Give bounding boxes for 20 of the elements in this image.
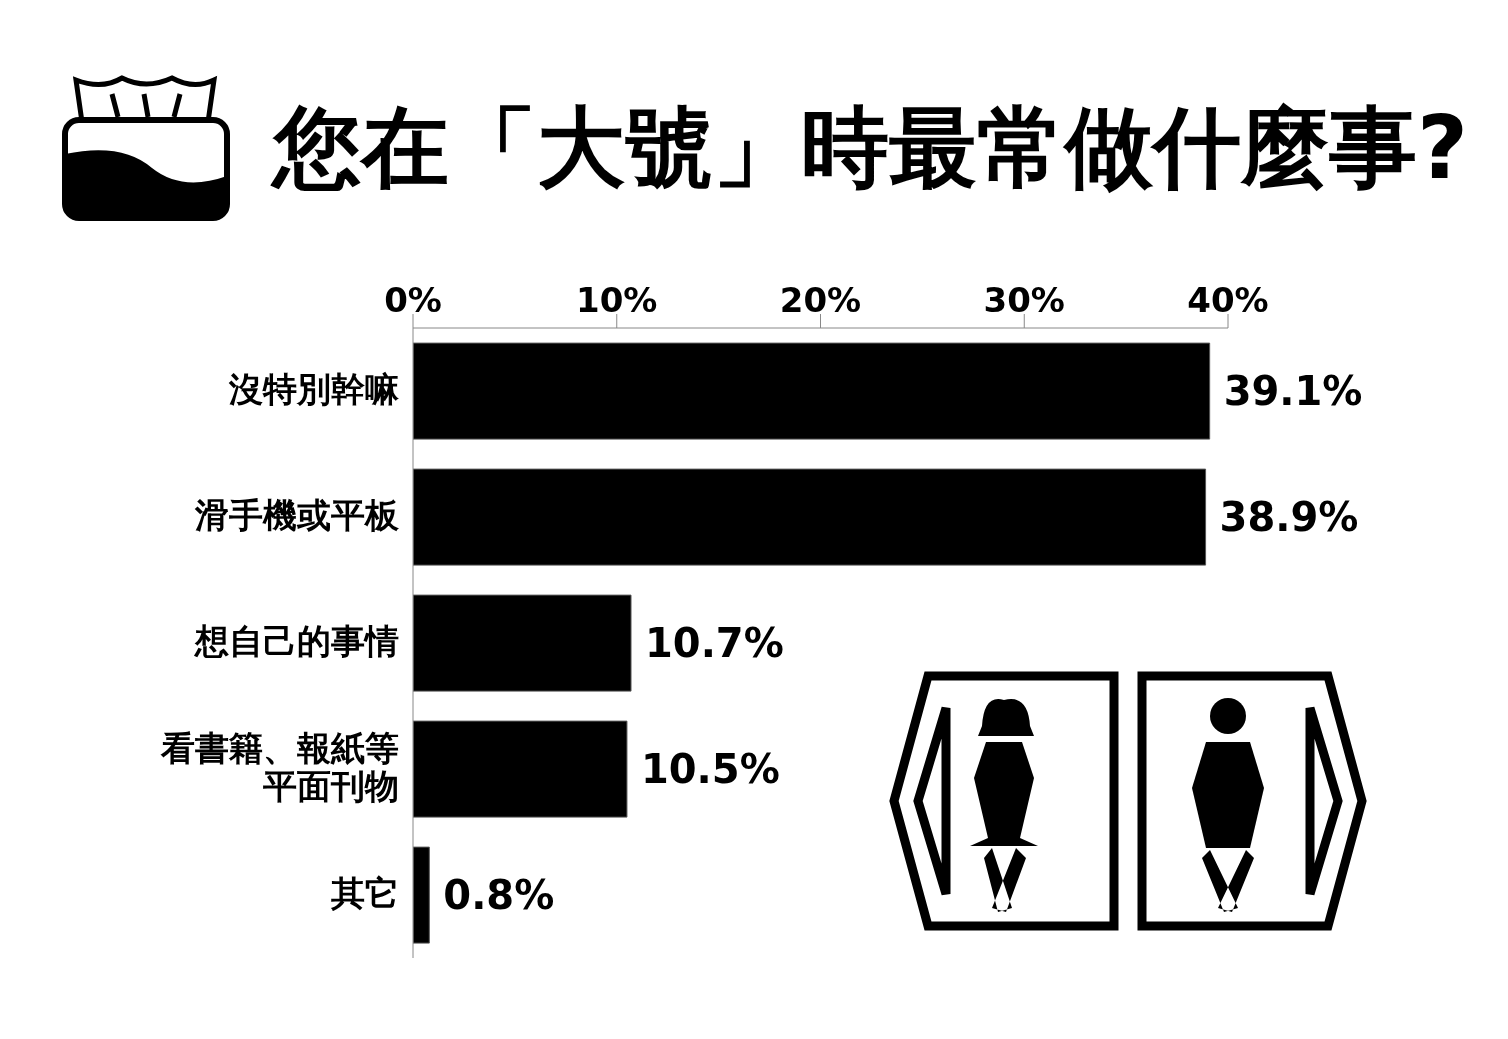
bar	[413, 720, 628, 818]
data-label: 10.5%	[640, 746, 780, 793]
x-tick-label: 20%	[779, 280, 862, 320]
data-label: 39.1%	[1223, 368, 1363, 415]
y-tick-label: 看書籍、報紙等平面刊物	[160, 727, 399, 806]
y-tick-label: 想自己的事情	[193, 620, 399, 661]
y-tick-label: 沒特別幹嘛	[228, 368, 400, 409]
bar	[413, 846, 430, 944]
y-tick-label: 滑手機或平板	[194, 494, 400, 535]
x-tick-label: 40%	[1187, 280, 1269, 320]
bar	[413, 594, 632, 692]
bar	[413, 342, 1211, 440]
data-label: 0.8%	[443, 872, 555, 919]
y-tick-label: 其它	[330, 872, 399, 913]
x-tick-label: 0%	[384, 280, 442, 320]
x-tick-label: 10%	[576, 280, 658, 320]
data-label: 10.7%	[645, 620, 784, 667]
data-label: 38.9%	[1219, 494, 1359, 541]
bar	[413, 468, 1207, 566]
x-tick-label: 30%	[983, 280, 1065, 320]
